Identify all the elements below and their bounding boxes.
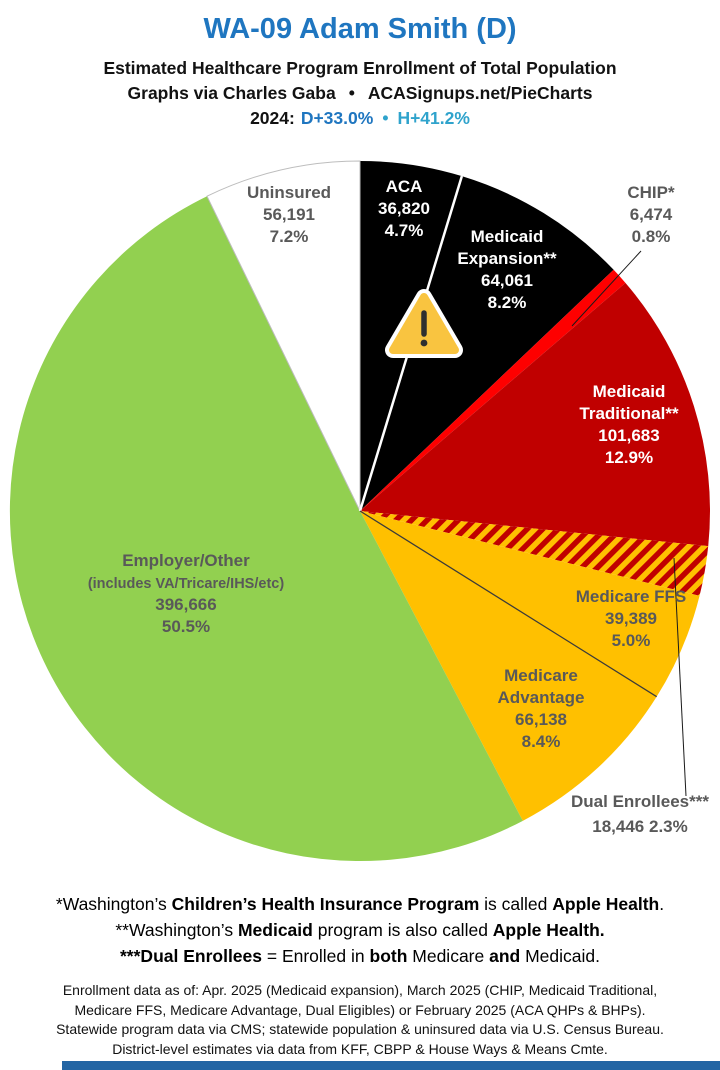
pie-slice-medicaid-expansion xyxy=(360,176,614,511)
footnote-line: ***Dual Enrollees = Enrolled in both Med… xyxy=(120,946,600,966)
fine-print-line: Enrollment data as of: Apr. 2025 (Medica… xyxy=(62,982,658,998)
pie-chart: ACA 36,820 4.7% Medicaid Expansion** 64,061 8.… xyxy=(9,160,710,862)
leader-line-chip xyxy=(571,250,642,327)
fine-print: Enrollment data as of: Apr. 2025 (Medica… xyxy=(0,981,720,1059)
subtitle: Estimated Healthcare Program Enrollment … xyxy=(103,58,617,78)
fine-print-line: Medicare FFS, Medicare Advantage, Dual E… xyxy=(74,1001,646,1018)
partisan-lean-line: 2024: D+33.0% • H+41.2% xyxy=(0,106,720,131)
pie-slice-uninsured xyxy=(206,160,361,512)
pie-slice-dual-enrollees xyxy=(360,511,709,596)
pie-slice-label-dual-enrollees: Dual Enrollees*** 18,446 2.3% xyxy=(571,792,709,836)
dot-separator-icon: • xyxy=(382,108,389,128)
dem-margin: D+33.0% xyxy=(300,108,374,128)
page-title: WA-09 Adam Smith (D) xyxy=(203,13,517,45)
footer-bar xyxy=(62,1061,720,1070)
leader-line-dual-enrollees xyxy=(673,557,687,797)
fine-print-line: District-level estimates via data from K… xyxy=(112,1040,608,1057)
pie-slice-medicaid-traditional xyxy=(360,282,710,547)
harris-margin: H+41.2% xyxy=(397,108,470,128)
footnotes: *Washington’s Children’s Health Insuranc… xyxy=(0,891,720,969)
pie-slice-label-medicare-advantage: Medicare Advantage 66,138 8.4% xyxy=(498,666,585,751)
pie-slice-label-aca: ACA 36,820 4.7% xyxy=(378,177,430,240)
header: WA-09 Adam Smith (D) Estimated Healthcar… xyxy=(0,0,720,131)
pie-slice-label-chip: CHIP* 6,474 0.8% xyxy=(627,183,675,246)
pie-slice-label-medicare-ffs: Medicare FFS 39,389 5.0% xyxy=(576,587,687,650)
pie-slice-medicare-advantage xyxy=(360,511,657,821)
pie-slice-label-medicaid-expansion: Medicaid Expansion** 64,061 8.2% xyxy=(457,227,557,312)
footnote-line: **Washington’s Medicaid program is also … xyxy=(115,920,605,940)
pie-slice-chip xyxy=(360,269,626,511)
pie-slice-label-employer-other: Employer/Other (includes VA/Tricare/IHS/e… xyxy=(88,551,285,636)
attribution-text: Graphs via Charles Gaba xyxy=(127,83,336,103)
bullet-separator-icon: • xyxy=(348,83,355,103)
slice-divider xyxy=(359,510,658,698)
pie-slice-medicare-ffs xyxy=(360,511,700,697)
fine-print-line: Statewide program data via CMS; statewid… xyxy=(56,1021,664,1037)
pie-slice-label-medicaid-traditional: Medicaid Traditional** 101,683 12.9% xyxy=(579,382,679,467)
site-link: ACASignups.net/PieCharts xyxy=(367,83,593,103)
pie-slice-employer-other xyxy=(9,196,523,862)
footnote-line: *Washington’s Children’s Health Insuranc… xyxy=(55,894,665,914)
warning-icon xyxy=(385,289,463,358)
pie-slice-label-uninsured: Uninsured 56,191 7.2% xyxy=(247,183,331,246)
year-label: 2024: xyxy=(250,108,295,128)
attribution-line: Graphs via Charles Gaba • ACASignups.net/P… xyxy=(0,81,720,106)
